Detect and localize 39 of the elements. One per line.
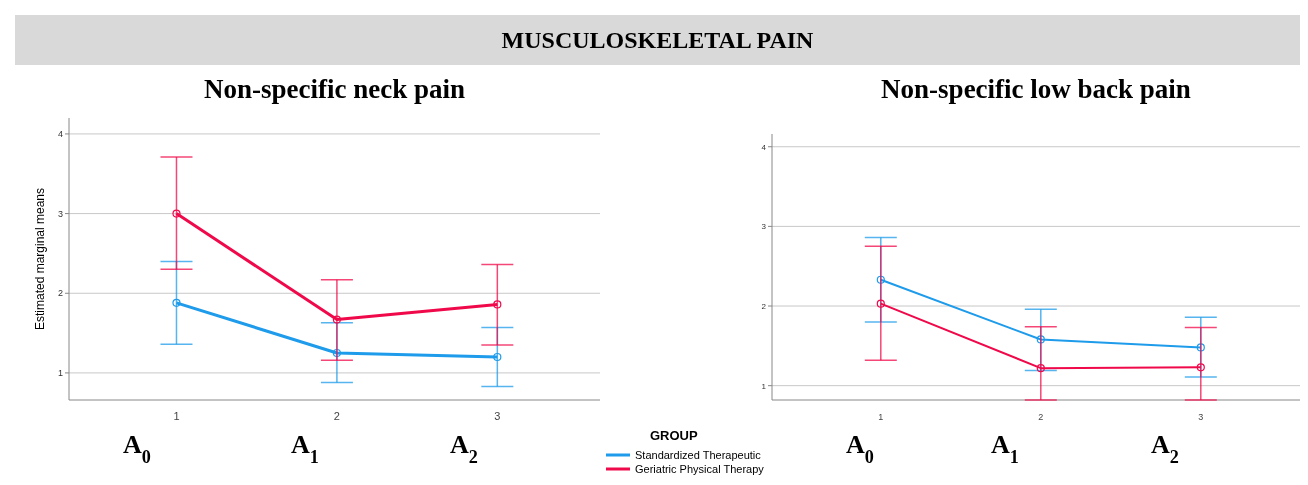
text: A$_{2}$ <box>450 430 478 467</box>
point <box>1036 364 1045 373</box>
y-tick-label: 1 <box>57 367 63 378</box>
x-tick-label: 3 <box>494 410 501 422</box>
point <box>172 298 181 307</box>
y-tick-label: 2 <box>761 302 767 312</box>
legend-title: GROUP <box>650 428 698 443</box>
point <box>493 352 502 362</box>
x-tick-label: 3 <box>1198 412 1204 422</box>
text: A$_{0}$ <box>846 430 874 467</box>
text: MUSCULOSKELETAL PAIN <box>501 27 815 53</box>
y-axis-title: Estimated marginal means <box>33 187 47 331</box>
point <box>1196 343 1205 352</box>
point <box>876 299 885 308</box>
y-tick-label: 4 <box>57 128 63 139</box>
text: A$_{0}$ <box>123 430 151 467</box>
point <box>332 348 342 358</box>
point <box>332 315 342 324</box>
x-tick-label: 1 <box>173 410 180 422</box>
y-tick-label: 2 <box>57 288 63 299</box>
legend-label: Geriatric Physical Therapy <box>635 463 765 475</box>
y-tick-label: 3 <box>761 222 767 232</box>
point <box>1036 335 1045 344</box>
x-tick-label: 2 <box>333 410 340 422</box>
x-tick-label: 2 <box>1038 412 1044 422</box>
y-tick-label: 3 <box>57 208 63 219</box>
point <box>493 300 502 309</box>
chart-title: Non-specific neck pain <box>203 74 466 104</box>
point <box>172 209 181 218</box>
chart-title: Non-specific low back pain <box>881 74 1191 104</box>
point <box>1196 363 1205 372</box>
text: A$_{1}$ <box>291 430 319 467</box>
y-tick-label: 4 <box>761 142 767 152</box>
text: A$_{1}$ <box>991 430 1019 467</box>
text: A$_{2}$ <box>1151 430 1179 467</box>
x-tick-label: 1 <box>878 412 884 422</box>
point <box>876 275 885 284</box>
y-tick-label: 1 <box>761 381 767 391</box>
legend-label: Standardized Therapeutic <box>635 449 762 461</box>
